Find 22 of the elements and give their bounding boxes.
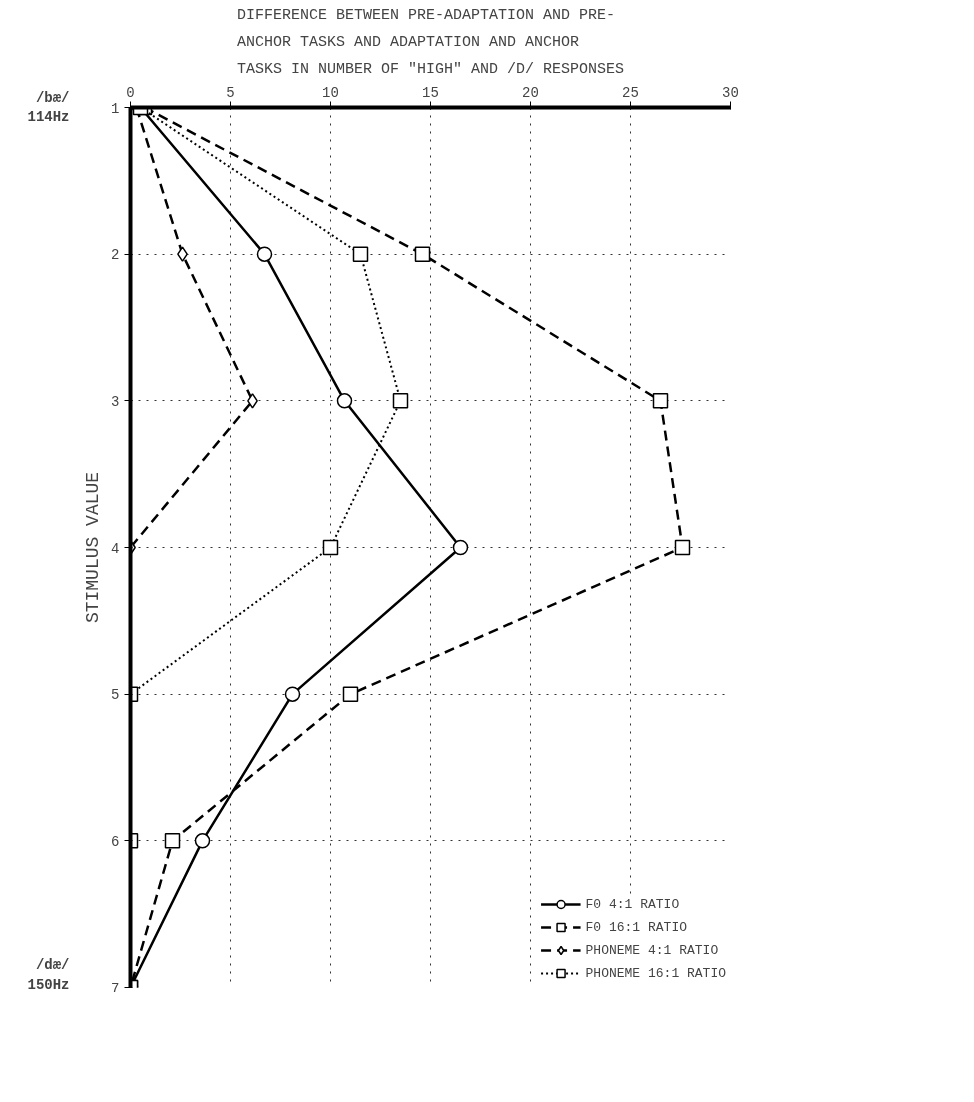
text: /bæ/ 114Hz — [27, 89, 70, 126]
y-tick-label: 2 — [111, 247, 120, 264]
x-tick-label: 10 — [322, 84, 339, 101]
legend-label: PHONEME 16:1 RATIO — [585, 965, 726, 981]
y-tick-label: 7 — [111, 980, 120, 997]
y-tick-label: 5 — [111, 687, 120, 704]
x-tick-label: 0 — [126, 84, 135, 101]
y-axis-title: STIMULUS VALUE — [83, 471, 104, 624]
legend-label: F0 16:1 RATIO — [585, 919, 687, 935]
x-tick-label: 30 — [722, 84, 739, 101]
legend-label: F0 4:1 RATIO — [585, 896, 680, 912]
text: /dæ/ 150Hz — [27, 957, 70, 993]
x-tick-label: 25 — [622, 84, 639, 101]
legend-label: PHONEME 4:1 RATIO — [585, 942, 719, 958]
y-tick-label: 6 — [111, 833, 120, 850]
y-tick-label: 3 — [111, 393, 120, 410]
x-tick-label: 5 — [226, 84, 235, 101]
y-tick-label: 1 — [111, 100, 120, 117]
y-tick-label: 4 — [111, 540, 120, 557]
x-tick-label: 15 — [422, 84, 439, 101]
chart-title: DIFFERENCE BETWEEN PRE-ADAPTATION AND PRE- ANCHOR TASKS AND ADAPTATION AND ANCHOR TASKS IN NUMBER OF "HIGH" AND /D/ RESPONSES — [236, 7, 625, 79]
x-tick-label: 20 — [522, 84, 539, 101]
